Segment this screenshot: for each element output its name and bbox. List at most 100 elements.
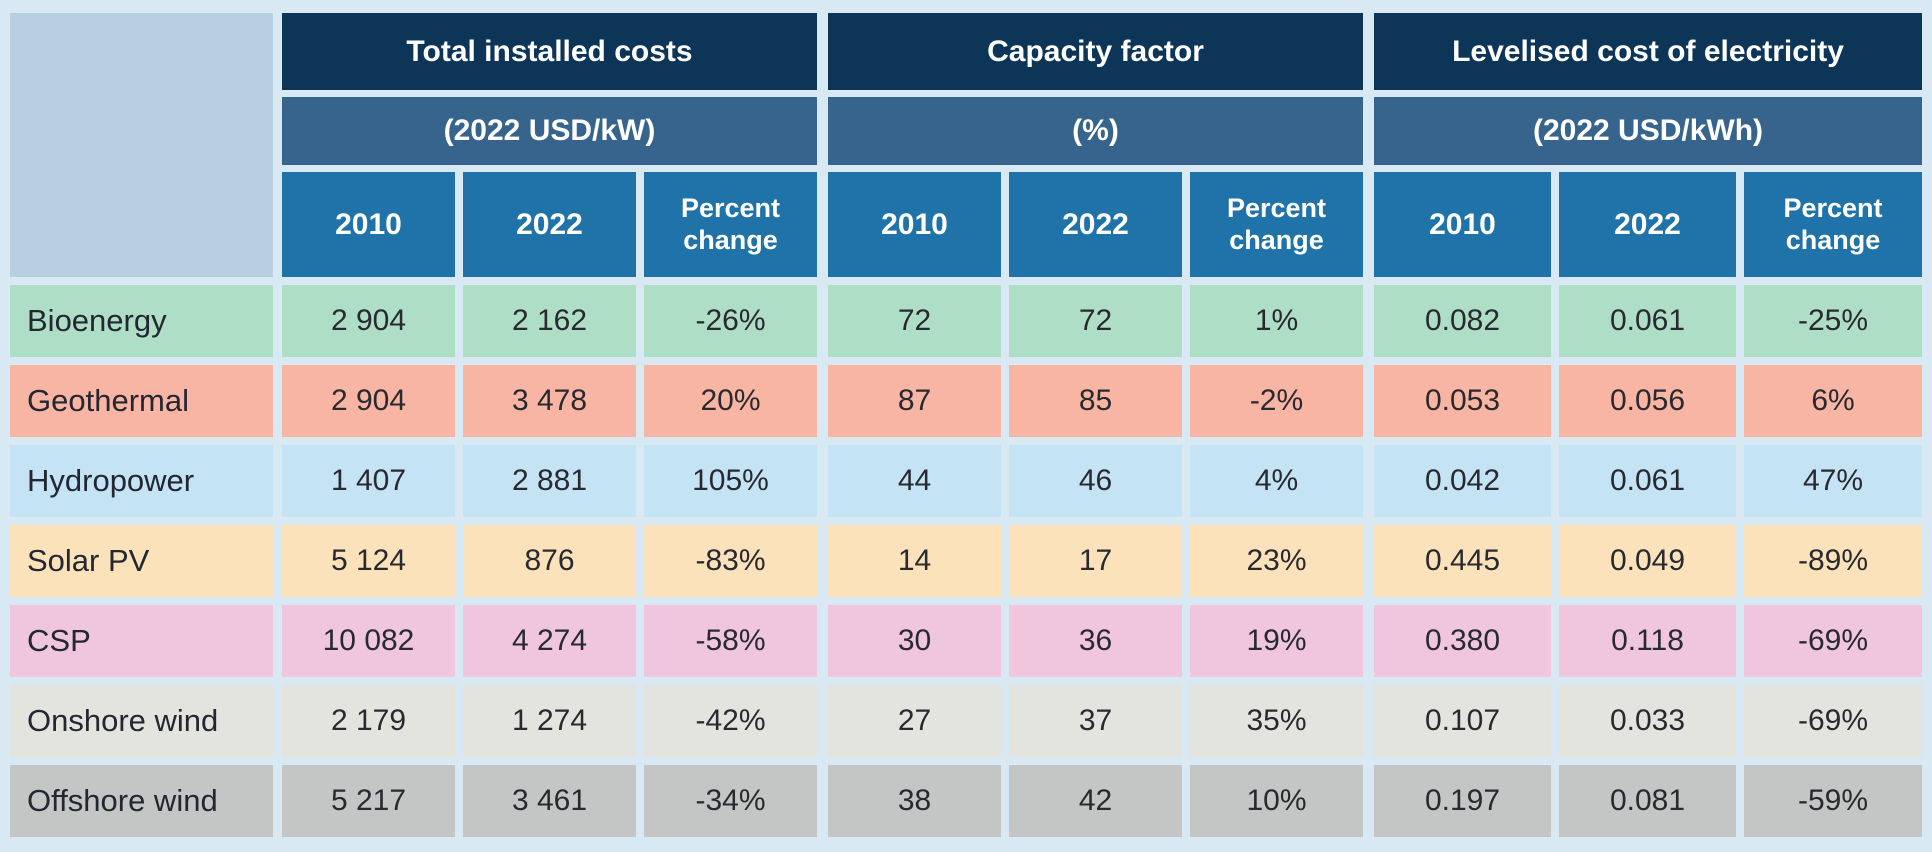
data-cell: 10 082 [282, 605, 455, 677]
data-cell: -26% [644, 285, 817, 357]
row-label-offshore-wind: Offshore wind [10, 765, 273, 837]
column-header-row: 2010 2022 Percent change 2010 2022 Perce… [282, 172, 1922, 277]
table-row-onshore-wind: Onshore wind 2 179 1 274 -42% 27 37 35% … [10, 685, 1922, 757]
data-cell: 0.380 [1374, 605, 1551, 677]
data-cell: 2 179 [282, 685, 455, 757]
data-cell: 23% [1190, 525, 1363, 597]
data-cell: 2 881 [463, 445, 636, 517]
corner-cell [10, 13, 273, 277]
row-label-hydropower: Hydropower [10, 445, 273, 517]
col-header-2022: 2022 [463, 172, 636, 277]
row-label-bioenergy: Bioenergy [10, 285, 273, 357]
costs-table: Total installed costs Capacity factor Le… [10, 13, 1922, 837]
data-cell: 72 [828, 285, 1001, 357]
data-cell: 0.107 [1374, 685, 1551, 757]
data-cell: 6% [1744, 365, 1922, 437]
row-label-geothermal: Geothermal [10, 365, 273, 437]
data-cell: -83% [644, 525, 817, 597]
table-row-geothermal: Geothermal 2 904 3 478 20% 87 85 -2% 0.0… [10, 365, 1922, 437]
data-cell: 0.053 [1374, 365, 1551, 437]
data-cell: -2% [1190, 365, 1363, 437]
data-cell: -59% [1744, 765, 1922, 837]
table-header: Total installed costs Capacity factor Le… [10, 13, 1922, 277]
data-cell: 27 [828, 685, 1001, 757]
data-cell: 46 [1009, 445, 1182, 517]
data-cell: 0.445 [1374, 525, 1551, 597]
row-label-solar-pv: Solar PV [10, 525, 273, 597]
data-cell: 3 478 [463, 365, 636, 437]
data-cell: 5 124 [282, 525, 455, 597]
data-cell: 2 904 [282, 285, 455, 357]
col-header-percent-change: Percent change [1744, 172, 1922, 277]
group-header-total-installed-costs: Total installed costs [282, 13, 817, 90]
data-cell: 87 [828, 365, 1001, 437]
group-header-capacity-factor: Capacity factor [828, 13, 1363, 90]
table-row-hydropower: Hydropower 1 407 2 881 105% 44 46 4% 0.0… [10, 445, 1922, 517]
data-cell: -89% [1744, 525, 1922, 597]
group-header-levelised-cost-electricity: Levelised cost of electricity [1374, 13, 1922, 90]
data-cell: 4% [1190, 445, 1363, 517]
data-cell: 44 [828, 445, 1001, 517]
data-cell: -42% [644, 685, 817, 757]
data-cell: 37 [1009, 685, 1182, 757]
data-cell: 14 [828, 525, 1001, 597]
data-cell: -25% [1744, 285, 1922, 357]
data-cell: 0.061 [1559, 285, 1736, 357]
col-header-percent-change: Percent change [644, 172, 817, 277]
col-header-2010: 2010 [282, 172, 455, 277]
unit-usd-per-kw: (2022 USD/kW) [282, 97, 817, 165]
data-cell: 3 461 [463, 765, 636, 837]
data-cell: -69% [1744, 605, 1922, 677]
data-cell: -58% [644, 605, 817, 677]
row-label-csp: CSP [10, 605, 273, 677]
header-columns: Total installed costs Capacity factor Le… [282, 13, 1922, 277]
data-cell: 876 [463, 525, 636, 597]
data-cell: 0.061 [1559, 445, 1736, 517]
data-cell: 35% [1190, 685, 1363, 757]
data-cell: 20% [644, 365, 817, 437]
data-cell: 30 [828, 605, 1001, 677]
col-header-2022: 2022 [1009, 172, 1182, 277]
data-cell: 0.056 [1559, 365, 1736, 437]
data-cell: 1 407 [282, 445, 455, 517]
col-header-percent-change: Percent change [1190, 172, 1363, 277]
table-row-bioenergy: Bioenergy 2 904 2 162 -26% 72 72 1% 0.08… [10, 285, 1922, 357]
data-cell: 0.197 [1374, 765, 1551, 837]
data-cell: 85 [1009, 365, 1182, 437]
group-title-row: Total installed costs Capacity factor Le… [282, 13, 1922, 90]
row-label-onshore-wind: Onshore wind [10, 685, 273, 757]
data-cell: 0.118 [1559, 605, 1736, 677]
data-cell: 0.042 [1374, 445, 1551, 517]
col-header-2022: 2022 [1559, 172, 1736, 277]
table-row-solar-pv: Solar PV 5 124 876 -83% 14 17 23% 0.445 … [10, 525, 1922, 597]
data-cell: 10% [1190, 765, 1363, 837]
table-row-csp: CSP 10 082 4 274 -58% 30 36 19% 0.380 0.… [10, 605, 1922, 677]
data-cell: 17 [1009, 525, 1182, 597]
data-cell: 19% [1190, 605, 1363, 677]
data-cell: 1% [1190, 285, 1363, 357]
table-row-offshore-wind: Offshore wind 5 217 3 461 -34% 38 42 10%… [10, 765, 1922, 837]
col-header-2010: 2010 [828, 172, 1001, 277]
data-cell: 4 274 [463, 605, 636, 677]
data-cell: 0.033 [1559, 685, 1736, 757]
data-cell: 47% [1744, 445, 1922, 517]
col-header-2010: 2010 [1374, 172, 1551, 277]
unit-percent: (%) [828, 97, 1363, 165]
data-cell: 0.082 [1374, 285, 1551, 357]
data-cell: 42 [1009, 765, 1182, 837]
data-cell: -34% [644, 765, 817, 837]
data-cell: -69% [1744, 685, 1922, 757]
unit-usd-per-kwh: (2022 USD/kWh) [1374, 97, 1922, 165]
unit-row: (2022 USD/kW) (%) (2022 USD/kWh) [282, 97, 1922, 165]
data-cell: 2 162 [463, 285, 636, 357]
data-cell: 5 217 [282, 765, 455, 837]
data-cell: 105% [644, 445, 817, 517]
data-cell: 2 904 [282, 365, 455, 437]
data-cell: 72 [1009, 285, 1182, 357]
data-cell: 0.049 [1559, 525, 1736, 597]
data-cell: 0.081 [1559, 765, 1736, 837]
data-cell: 38 [828, 765, 1001, 837]
data-cell: 36 [1009, 605, 1182, 677]
data-cell: 1 274 [463, 685, 636, 757]
